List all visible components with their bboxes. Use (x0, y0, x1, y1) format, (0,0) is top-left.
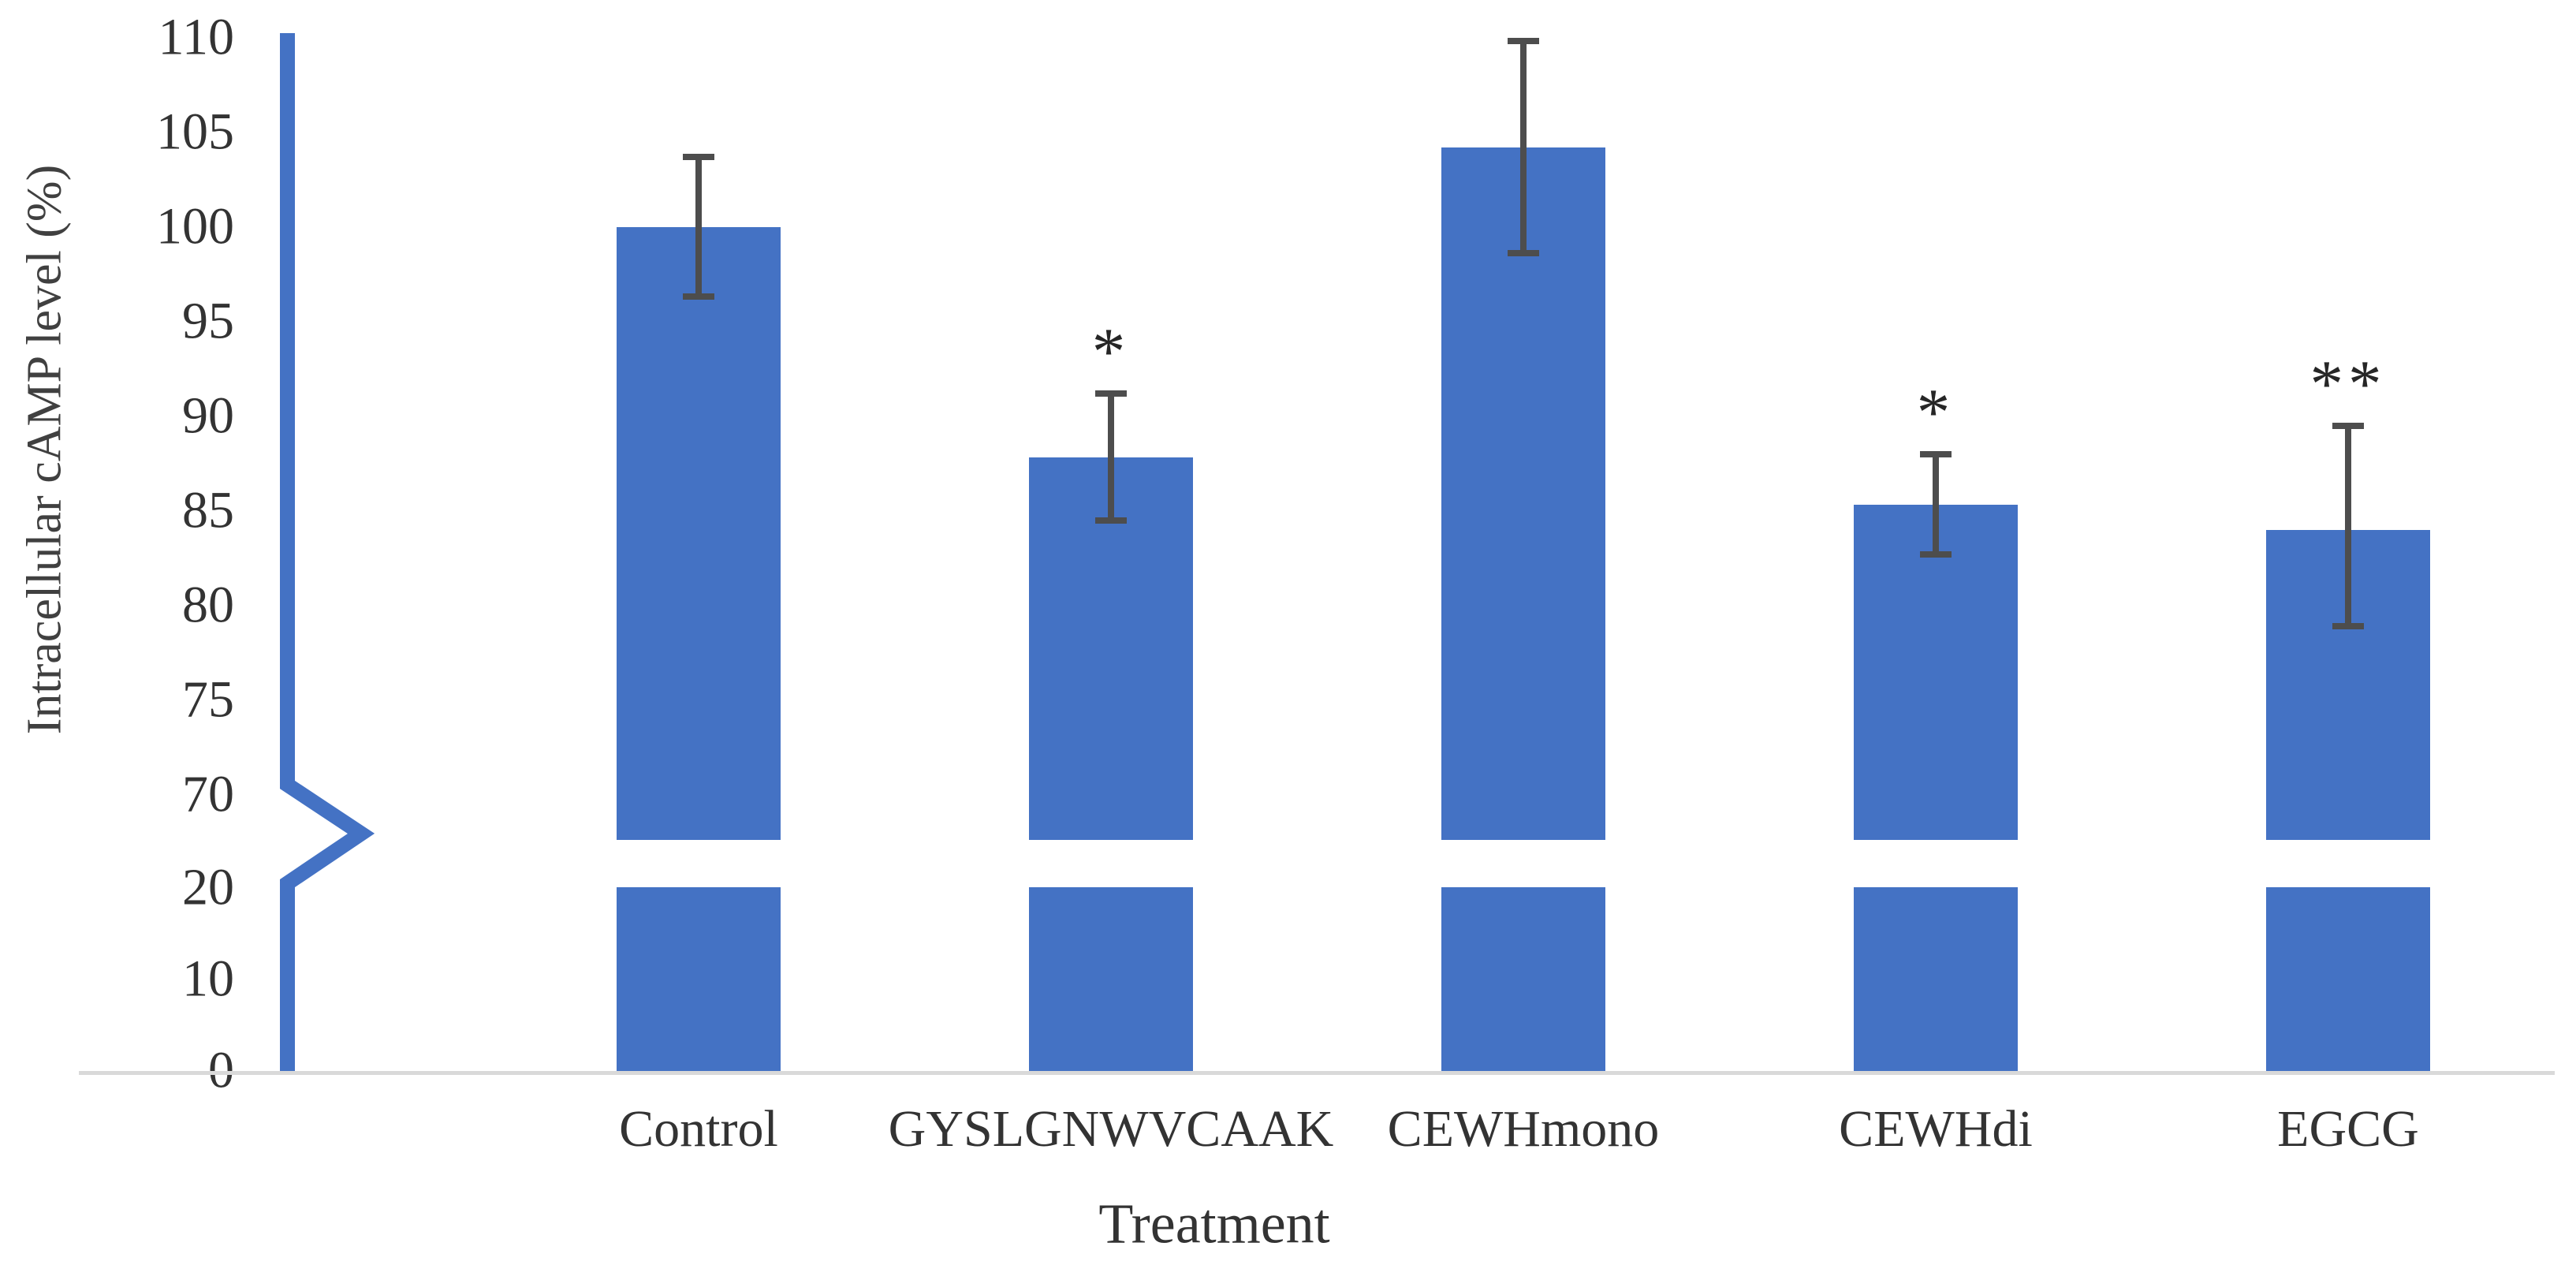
bar-upper-segment (1441, 147, 1605, 840)
y-tick-label: 85 (182, 481, 234, 539)
x-category-label: Control (619, 1100, 778, 1158)
y-tick-label: 110 (158, 8, 234, 66)
error-bar-line (1520, 41, 1527, 254)
x-category-label: EGCG (2277, 1100, 2419, 1158)
bar-lower-segment (1029, 887, 1193, 1073)
x-axis-title: Treatment (1098, 1192, 1330, 1256)
y-tick-label: 20 (182, 858, 234, 916)
bar-upper-segment (1854, 505, 2018, 840)
error-bar-bottom-cap (1095, 517, 1127, 524)
y-tick-label: 100 (156, 197, 234, 256)
bar-lower-segment (2266, 887, 2430, 1073)
y-tick-label: 70 (182, 765, 234, 823)
error-bar-line (1933, 453, 1939, 554)
bar-lower-segment (1441, 887, 1605, 1073)
y-tick-label: 95 (182, 292, 234, 350)
error-bar-line (1108, 393, 1114, 521)
y-tick-label: 80 (182, 576, 234, 634)
y-tick-label: 105 (156, 103, 234, 161)
y-tick-label: 75 (182, 670, 234, 729)
x-category-label: CEWHmono (1387, 1100, 1660, 1158)
error-bar-top-cap (1095, 390, 1127, 397)
error-bar-line (2345, 425, 2351, 626)
error-bar-top-cap (2332, 422, 2364, 429)
error-bar-bottom-cap (1508, 250, 1539, 257)
y-tick-label: 90 (182, 386, 234, 445)
error-bar-bottom-cap (1920, 550, 1952, 558)
significance-label: * (1091, 314, 1131, 389)
error-bar-top-cap (1920, 450, 1952, 457)
error-bar-bottom-cap (2332, 623, 2364, 629)
error-bar-top-cap (683, 153, 714, 160)
error-bar-line (695, 156, 702, 297)
significance-label: * (1916, 375, 1955, 450)
error-bar-top-cap (1508, 38, 1539, 45)
y-tick-label: 0 (208, 1041, 234, 1099)
significance-label: ** (2309, 346, 2387, 421)
bar-lower-segment (617, 887, 781, 1073)
bar-lower-segment (1854, 887, 2018, 1073)
x-axis-baseline (79, 1071, 2555, 1075)
x-category-label: GYSLGNWVCAAK (888, 1100, 1334, 1158)
y-axis-break-icon (280, 33, 375, 1073)
error-bar-bottom-cap (683, 293, 714, 300)
y-tick-label: 10 (182, 950, 234, 1008)
x-category-label: CEWHdi (1839, 1100, 2033, 1158)
bar-upper-segment (617, 226, 781, 840)
